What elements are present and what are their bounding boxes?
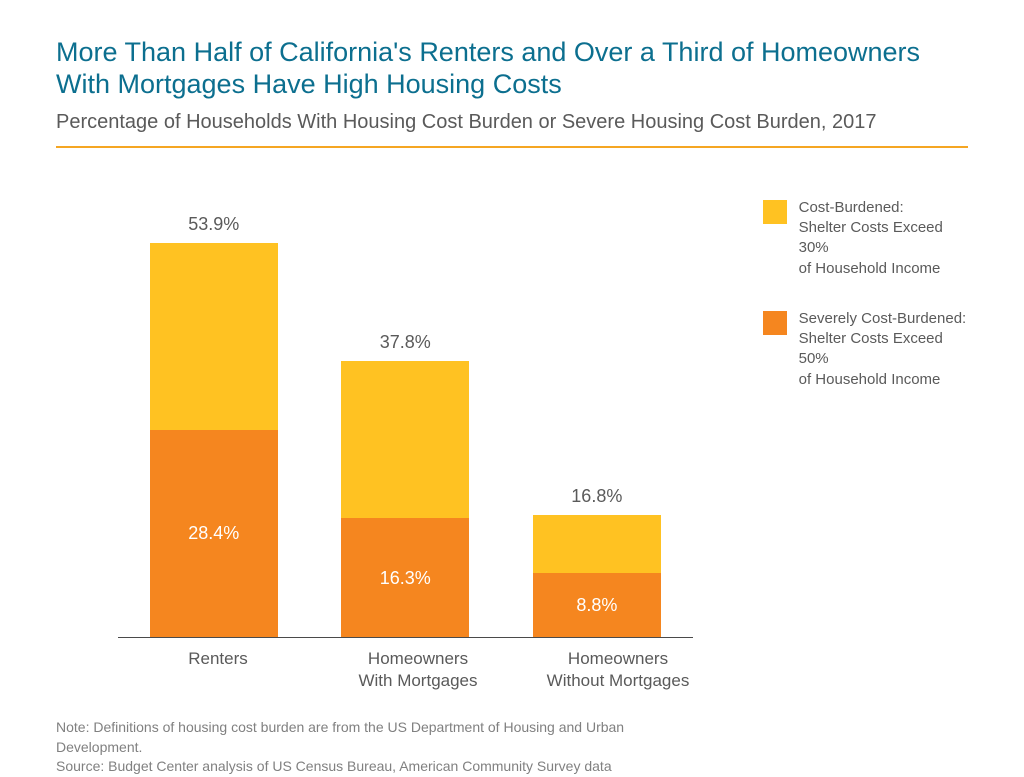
bar-segment-cost-burdened xyxy=(533,515,661,574)
bar-total-label: 37.8% xyxy=(380,332,431,353)
bar-column: 53.9% 28.4% xyxy=(150,214,278,638)
stacked-bar: 28.4% xyxy=(150,243,278,638)
footnote-note: Note: Definitions of housing cost burden… xyxy=(56,718,696,757)
bar-column: 37.8% 16.3% xyxy=(341,332,469,638)
bar-segment-severe: 28.4% xyxy=(150,430,278,638)
legend-text: Cost-Burdened:Shelter Costs Exceed 30%of… xyxy=(799,198,968,279)
bar-segment-severe: 16.3% xyxy=(341,518,469,638)
bar-segment-severe: 8.8% xyxy=(533,573,661,638)
bar-total-label: 16.8% xyxy=(571,486,622,507)
plot-area: 53.9% 28.4% 37.8% 16.3% 16.8% 8.8% Cost-Burde… xyxy=(118,198,968,638)
x-axis-labels: Renters HomeownersWith Mortgages Homeowner… xyxy=(118,648,718,692)
bar-segment-cost-burdened xyxy=(341,361,469,519)
chart-subtitle: Percentage of Households With Housing Co… xyxy=(56,111,968,134)
legend-text: Severely Cost-Burdened:Shelter Costs Exc… xyxy=(799,309,968,390)
legend-item: Cost-Burdened:Shelter Costs Exceed 30%of… xyxy=(763,198,968,279)
chart-container: More Than Half of California's Renters a… xyxy=(0,0,1024,768)
legend-item: Severely Cost-Burdened:Shelter Costs Exc… xyxy=(763,309,968,390)
x-axis-label: HomeownersWithout Mortgages xyxy=(538,648,698,692)
stacked-bar: 8.8% xyxy=(533,515,661,638)
bar-segment-cost-burdened xyxy=(150,243,278,430)
legend-swatch xyxy=(763,311,787,335)
footnote-source: Source: Budget Center analysis of US Cen… xyxy=(56,757,696,777)
stacked-bar: 16.3% xyxy=(341,361,469,638)
x-axis-label: Renters xyxy=(138,648,298,692)
x-axis-baseline xyxy=(118,637,693,638)
chart-title: More Than Half of California's Renters a… xyxy=(56,36,968,101)
bar-total-label: 53.9% xyxy=(188,214,239,235)
legend-swatch xyxy=(763,200,787,224)
bar-column: 16.8% 8.8% xyxy=(533,486,661,638)
legend: Cost-Burdened:Shelter Costs Exceed 30%of… xyxy=(763,198,968,420)
stacked-bar-chart: 53.9% 28.4% 37.8% 16.3% 16.8% 8.8% xyxy=(118,198,693,638)
x-axis-label: HomeownersWith Mortgages xyxy=(338,648,498,692)
title-rule xyxy=(56,146,968,148)
